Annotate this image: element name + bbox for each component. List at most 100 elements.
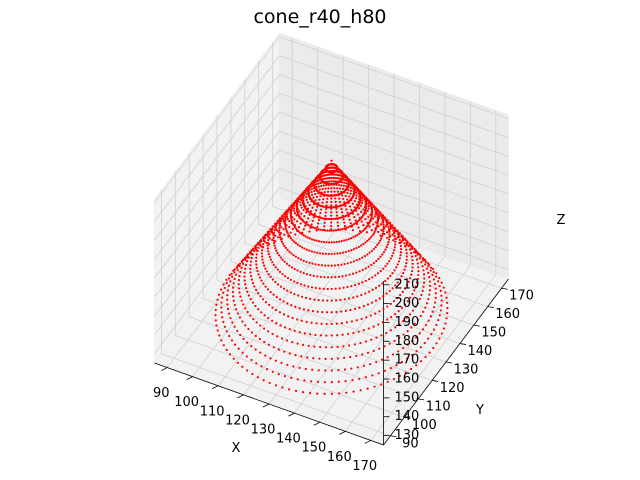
cone-point bbox=[364, 279, 367, 282]
cone-point bbox=[404, 371, 407, 374]
cone-point bbox=[294, 242, 297, 245]
cone-point bbox=[249, 252, 252, 255]
y-tick bbox=[432, 380, 439, 382]
cone-point bbox=[308, 213, 311, 216]
cone-point bbox=[416, 318, 420, 322]
x-tick-label: 110 bbox=[200, 404, 225, 419]
cone-point bbox=[280, 240, 284, 243]
grid-line-z bbox=[154, 168, 280, 335]
cone-point bbox=[385, 246, 388, 249]
cone-point bbox=[304, 235, 307, 238]
cone-point bbox=[314, 209, 318, 212]
cone-point bbox=[239, 295, 242, 298]
cone-point bbox=[424, 355, 427, 359]
cone-point bbox=[355, 191, 358, 194]
cone-point bbox=[406, 357, 409, 360]
cone-point bbox=[330, 197, 333, 200]
cone-point bbox=[310, 286, 314, 289]
cone-point bbox=[416, 301, 419, 305]
cone-point bbox=[275, 322, 278, 325]
cone-point bbox=[415, 350, 418, 353]
cone-point bbox=[360, 231, 363, 234]
cone-point bbox=[284, 221, 287, 224]
cone-point bbox=[388, 230, 391, 233]
cone-point bbox=[350, 249, 353, 252]
cone-point bbox=[438, 337, 441, 340]
cone-point bbox=[347, 297, 351, 300]
cone-point bbox=[295, 214, 298, 217]
cone-point bbox=[389, 367, 392, 370]
cone-point bbox=[281, 258, 284, 261]
cone-point bbox=[333, 187, 336, 190]
cone-point bbox=[380, 216, 384, 219]
cone-point bbox=[300, 295, 304, 298]
cone-point bbox=[392, 377, 396, 381]
cone-point bbox=[242, 258, 245, 261]
cone-point bbox=[413, 251, 416, 254]
cone-point bbox=[274, 240, 277, 243]
cone-point bbox=[264, 285, 267, 288]
cone-point bbox=[347, 188, 350, 192]
cone-point bbox=[361, 281, 364, 284]
cone-point bbox=[287, 209, 290, 212]
cone-point bbox=[249, 264, 252, 267]
cone-point bbox=[335, 169, 338, 172]
cone-point bbox=[352, 390, 355, 393]
cone-point bbox=[232, 282, 235, 285]
cone-point bbox=[380, 235, 384, 238]
cone-point bbox=[272, 242, 276, 245]
cone-point bbox=[231, 275, 234, 278]
cone-point bbox=[408, 313, 412, 316]
cone-point bbox=[336, 334, 339, 337]
cone-point bbox=[345, 321, 349, 324]
cone-point bbox=[253, 285, 256, 288]
cone-point bbox=[367, 223, 370, 226]
cone-point bbox=[280, 361, 283, 364]
x-tick-label: 120 bbox=[225, 413, 250, 428]
cone-point bbox=[298, 307, 301, 310]
cone-point bbox=[280, 337, 284, 340]
cone-point bbox=[421, 265, 424, 268]
cone-point bbox=[299, 270, 302, 273]
cone-point bbox=[332, 176, 335, 179]
cone-point bbox=[277, 236, 280, 239]
cone-point bbox=[437, 280, 440, 283]
cone-point bbox=[346, 332, 350, 336]
cone-point bbox=[424, 263, 427, 266]
cone-point bbox=[411, 292, 414, 296]
cone-point bbox=[232, 357, 235, 360]
grid-line-z bbox=[154, 187, 280, 354]
cone-point bbox=[391, 233, 394, 236]
cone-point bbox=[260, 279, 263, 282]
cone-point bbox=[249, 260, 253, 263]
cone-point bbox=[378, 212, 382, 215]
cone-point bbox=[267, 236, 270, 239]
cone-point bbox=[288, 235, 291, 238]
cone-point bbox=[380, 358, 384, 361]
cone-point bbox=[411, 266, 414, 269]
cone-point bbox=[362, 305, 365, 308]
cone-point bbox=[349, 192, 352, 195]
cone-point bbox=[360, 293, 363, 297]
cone-point bbox=[320, 184, 323, 188]
cone-point bbox=[393, 232, 396, 235]
cone-point bbox=[374, 274, 377, 277]
cone-point bbox=[279, 219, 283, 223]
cone-point bbox=[292, 203, 295, 206]
cone-point bbox=[335, 214, 339, 217]
cone-point bbox=[361, 229, 364, 233]
cone-point bbox=[323, 229, 327, 232]
cone-point bbox=[366, 303, 370, 306]
cone-point bbox=[325, 322, 328, 326]
cone-point bbox=[311, 368, 314, 371]
cone-point bbox=[393, 227, 396, 230]
cone-point bbox=[362, 329, 365, 332]
cone-point bbox=[264, 354, 267, 357]
cone-point bbox=[324, 187, 327, 190]
cone-point bbox=[254, 348, 257, 351]
cone-point bbox=[427, 265, 430, 268]
y-tick-label: 90 bbox=[402, 436, 419, 451]
cone-point bbox=[416, 251, 419, 254]
cone-point bbox=[371, 288, 374, 291]
cone-point bbox=[366, 253, 369, 256]
